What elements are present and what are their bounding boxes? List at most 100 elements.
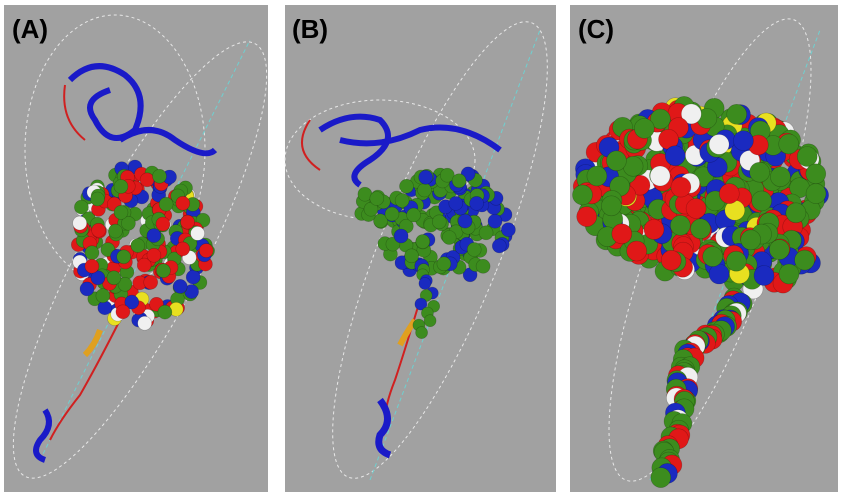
atom-sphere	[786, 203, 806, 223]
atom-sphere	[424, 315, 436, 327]
atom-sphere	[727, 104, 747, 124]
atom-sphere	[754, 266, 774, 286]
atom-sphere	[573, 185, 593, 205]
atom-sphere	[73, 216, 87, 230]
atom-sphere	[437, 257, 451, 271]
atom-sphere	[806, 184, 826, 204]
atom-sphere	[650, 166, 670, 186]
atom-sphere	[769, 240, 789, 260]
atom-sphere	[114, 205, 128, 219]
atom-sphere	[147, 248, 161, 262]
atom-sphere	[449, 196, 463, 210]
atom-sphere	[492, 239, 506, 253]
atom-sphere	[405, 249, 419, 263]
atom-sphere	[661, 250, 681, 270]
atom-sphere	[470, 196, 484, 210]
atom-sphere	[750, 162, 770, 182]
atom-sphere	[419, 170, 433, 184]
atom-sphere	[159, 197, 173, 211]
panel-c: (C)	[570, 0, 841, 494]
atom-sphere	[741, 230, 761, 250]
atom-sphere	[370, 192, 384, 206]
atom-sphere	[400, 179, 414, 193]
atom-sphere	[181, 215, 195, 229]
atom-sphere	[92, 223, 106, 237]
panel-label: (A)	[12, 14, 48, 44]
atom-sphere	[395, 194, 409, 208]
atom-sphere	[606, 151, 626, 171]
atom-sphere	[91, 192, 105, 206]
atom-sphere	[752, 191, 772, 211]
atom-sphere	[80, 282, 94, 296]
atom-sphere	[176, 196, 190, 210]
atom-sphere	[671, 177, 691, 197]
atom-sphere	[476, 259, 490, 273]
panel-label: (B)	[292, 14, 328, 44]
panel-label: (C)	[578, 14, 614, 44]
atom-sphere	[116, 305, 130, 319]
atom-sphere	[98, 301, 112, 315]
atom-sphere	[452, 174, 466, 188]
figure: (A) (B) (C)	[0, 0, 841, 494]
atom-sphere	[703, 247, 723, 267]
atom-sphere	[458, 214, 472, 228]
atom-sphere	[156, 264, 170, 278]
atom-sphere	[96, 289, 110, 303]
atom-sphere	[634, 118, 654, 138]
atom-sphere	[74, 200, 88, 214]
atom-sphere	[719, 184, 739, 204]
atom-sphere	[85, 259, 99, 273]
atom-sphere	[199, 244, 213, 258]
atom-sphere	[153, 169, 167, 183]
atom-sphere	[131, 239, 145, 253]
atom-sphere	[733, 131, 753, 151]
atom-sphere	[117, 250, 131, 264]
atom-sphere	[156, 217, 170, 231]
atom-sphere	[709, 264, 729, 284]
atom-sphere	[665, 146, 685, 166]
atom-sphere	[644, 220, 664, 240]
atom-sphere	[419, 277, 431, 289]
atom-sphere	[394, 229, 408, 243]
atom-sphere	[186, 270, 200, 284]
atom-sphere	[488, 214, 502, 228]
atom-sphere	[114, 180, 128, 194]
atom-sphere	[407, 208, 421, 222]
atom-sphere	[416, 327, 428, 339]
atom-sphere	[176, 242, 190, 256]
atom-sphere	[770, 167, 790, 187]
atom-sphere	[795, 250, 815, 270]
atom-sphere	[432, 215, 446, 229]
atom-sphere	[385, 207, 399, 221]
atom-sphere	[479, 226, 493, 240]
atom-sphere	[779, 264, 799, 284]
atom-sphere	[467, 243, 481, 257]
panel-a: (A)	[0, 5, 308, 494]
atom-sphere	[577, 207, 597, 227]
atom-sphere	[501, 223, 515, 237]
atom-sphere	[587, 166, 607, 186]
atom-sphere	[691, 219, 711, 239]
atom-sphere	[108, 224, 122, 238]
atom-sphere	[191, 226, 205, 240]
atom-sphere	[726, 251, 746, 271]
atom-sphere	[709, 134, 729, 154]
atom-sphere	[797, 147, 817, 167]
atom-sphere	[806, 164, 826, 184]
atom-sphere	[670, 215, 690, 235]
atom-sphere	[651, 468, 671, 488]
atom-sphere	[147, 229, 161, 243]
atom-sphere	[140, 173, 154, 187]
atom-sphere	[158, 305, 172, 319]
panel-b: (B)	[285, 0, 587, 494]
atom-sphere	[612, 224, 632, 244]
atom-sphere	[107, 271, 121, 285]
atom-sphere	[686, 199, 706, 219]
atom-sphere	[416, 235, 430, 249]
atom-sphere	[601, 196, 621, 216]
atom-sphere	[173, 279, 187, 293]
atom-sphere	[627, 241, 647, 261]
atom-sphere	[85, 246, 99, 260]
atom-sphere	[144, 275, 158, 289]
atom-sphere	[418, 183, 432, 197]
